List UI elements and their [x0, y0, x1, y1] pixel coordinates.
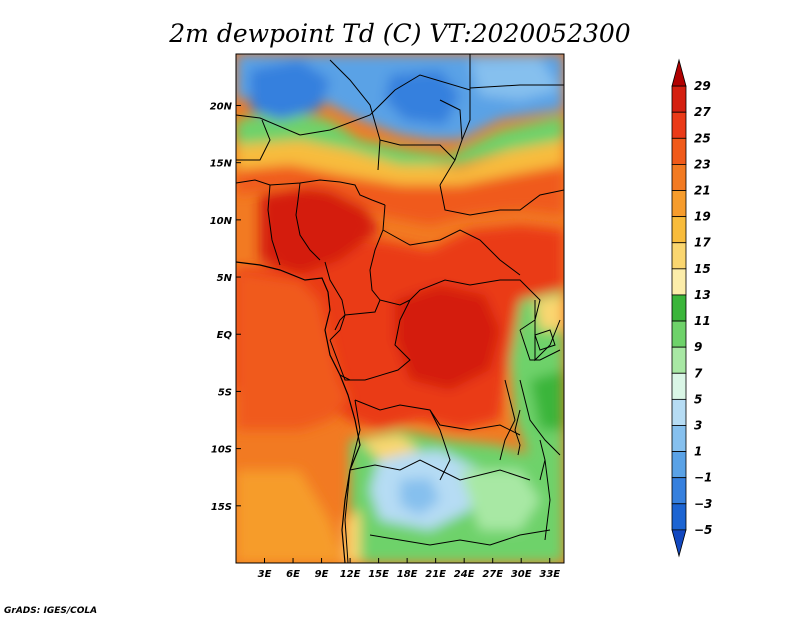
colorbar-swatch [671, 320, 687, 348]
country-borders [236, 54, 564, 563]
x-tick-label: 3E [258, 569, 272, 580]
x-tick-label: 33E [539, 569, 560, 580]
colorbar-swatch [671, 346, 687, 374]
colorbar-label: −5 [694, 523, 712, 537]
map-frame [235, 53, 565, 564]
y-tick-label: 10N [210, 216, 233, 227]
colorbar-label: 27 [694, 105, 711, 119]
colorbar-label: 25 [694, 131, 711, 145]
colorbar-label: 23 [694, 157, 711, 171]
x-tick-label: 27E [482, 569, 503, 580]
colorbar-label: 1 [694, 445, 702, 459]
grads-credit: GrADS: IGES/COLA [4, 606, 97, 616]
colorbar-swatch [671, 372, 687, 400]
colorbar-label: 11 [694, 314, 711, 328]
colorbar-label: 9 [694, 340, 702, 354]
colorbar-label: 3 [694, 418, 702, 432]
y-tick-label: 10S [211, 445, 232, 456]
colorbar-label: 7 [694, 366, 703, 380]
x-tick-label: 12E [340, 569, 361, 580]
colorbar-swatch [671, 294, 687, 322]
y-axis-ticks: 20N 15N 10N 5N EQ 5S 10S 15S [210, 101, 241, 513]
chart-title: 2m dewpoint Td (C) VT:2020052300 [168, 19, 631, 48]
colorbar-swatch [671, 503, 687, 531]
y-tick-label: 5S [218, 387, 232, 398]
x-tick-label: 6E [286, 569, 300, 580]
colorbar-swatch [671, 451, 687, 479]
colorbar-label: −1 [694, 471, 712, 485]
colorbar-label: 13 [694, 288, 711, 302]
colorbar-label: 15 [694, 262, 711, 276]
colorbar-swatch [671, 529, 687, 558]
x-tick-label: 30E [511, 569, 532, 580]
colorbar-label: 17 [694, 236, 711, 250]
y-tick-label: 15N [210, 159, 233, 170]
x-tick-label: 15E [368, 569, 389, 580]
colorbar-label: −3 [694, 497, 712, 511]
colorbar-label: 19 [694, 210, 711, 224]
colorbar-label: 5 [694, 392, 702, 406]
coastline [236, 261, 361, 563]
x-tick-label: 9E [315, 569, 329, 580]
y-tick-label: EQ [217, 330, 233, 341]
x-tick-label: 24E [454, 569, 475, 580]
colorbar: 29 27 25 23 21 19 17 15 13 11 9 7 5 3 1 −1 −3 −5 [671, 58, 712, 558]
y-tick-label: 5N [217, 273, 233, 284]
colorbar-swatch [671, 425, 687, 452]
y-tick-label: 20N [210, 101, 233, 112]
colorbar-swatch [671, 242, 687, 270]
dewpoint-field-map [236, 54, 564, 563]
colorbar-swatch [671, 190, 687, 218]
colorbar-swatch [671, 137, 687, 165]
y-tick-label: 15S [211, 502, 232, 513]
x-tick-label: 18E [397, 569, 418, 580]
x-tick-label: 21E [425, 569, 446, 580]
colorbar-swatch [671, 216, 687, 244]
colorbar-swatch [671, 268, 687, 296]
colorbar-label: 29 [694, 79, 711, 93]
colorbar-swatch [671, 477, 687, 505]
colorbar-swatch [671, 111, 687, 139]
colorbar-label: 21 [694, 184, 711, 198]
x-axis-ticks: 3E 6E 9E 12E 15E 18E 21E 24E 27E 30E 33E [258, 558, 560, 580]
colorbar-swatch [671, 85, 687, 113]
colorbar-swatch [671, 164, 687, 191]
colorbar-swatch [671, 398, 687, 426]
colorbar-swatch [671, 58, 687, 87]
